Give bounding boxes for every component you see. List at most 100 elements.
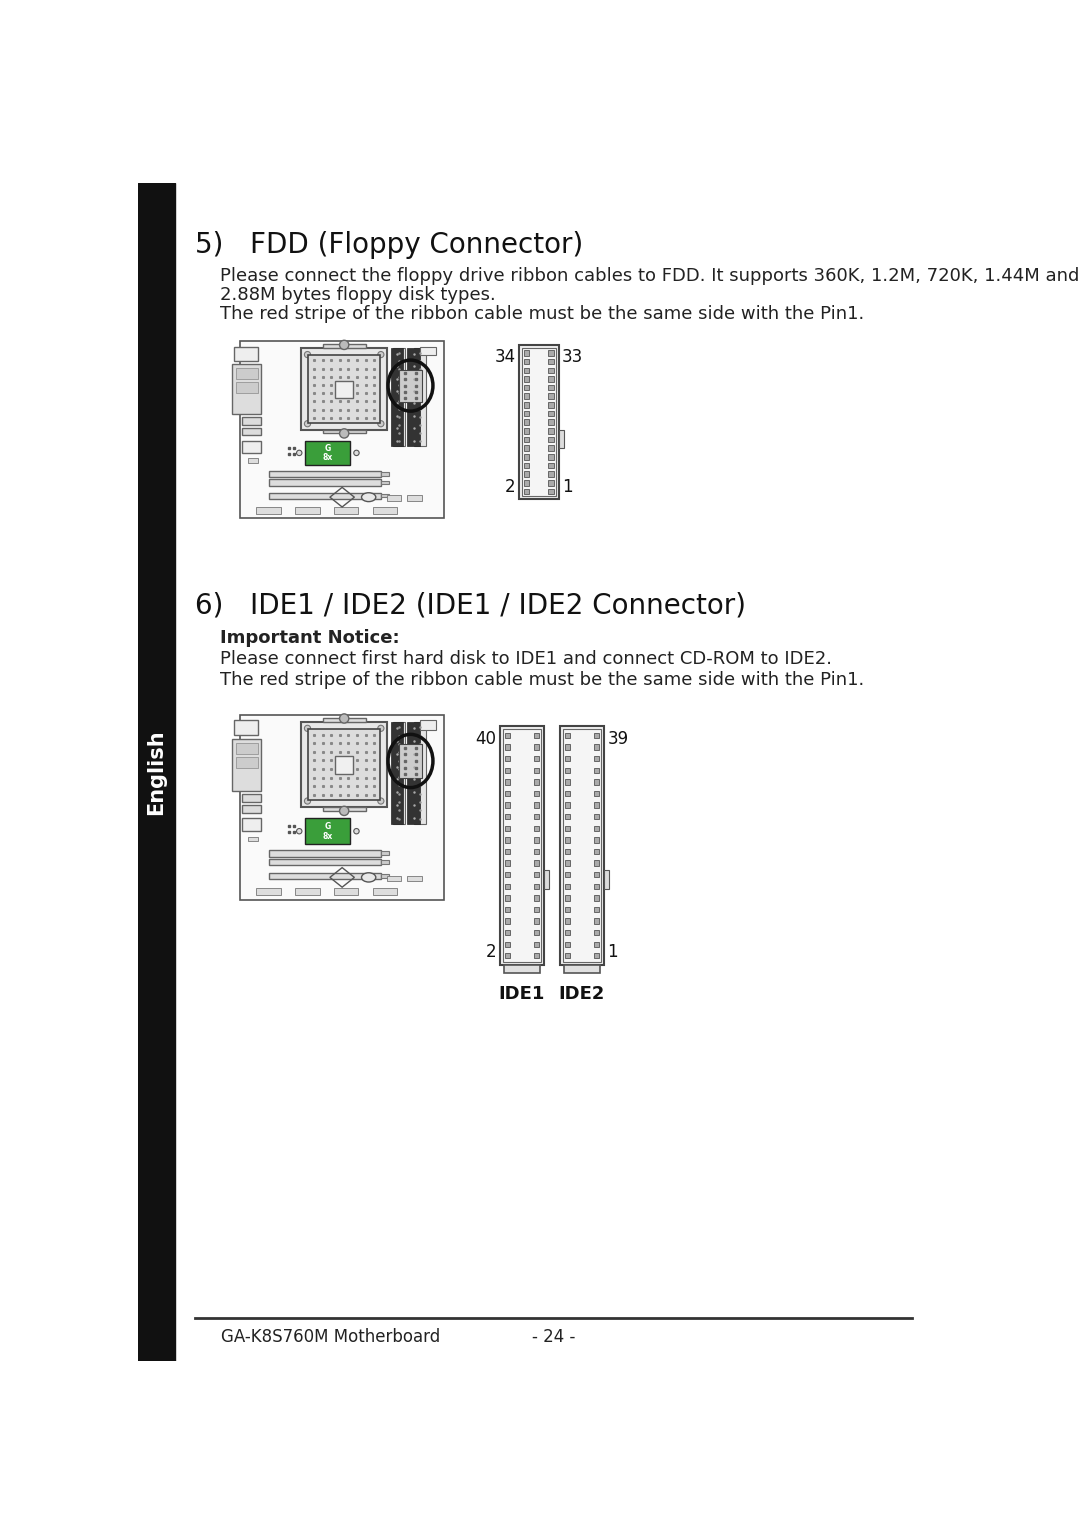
Bar xyxy=(393,722,405,824)
Bar xyxy=(524,454,529,460)
Bar xyxy=(534,755,539,761)
Ellipse shape xyxy=(378,420,384,427)
Ellipse shape xyxy=(297,829,302,833)
Bar xyxy=(534,768,539,774)
Bar xyxy=(524,419,529,425)
Text: 6)   IDE1 / IDE2 (IDE1 / IDE2 Connector): 6) IDE1 / IDE2 (IDE1 / IDE2 Connector) xyxy=(195,592,746,619)
Bar xyxy=(534,813,539,820)
Bar xyxy=(594,953,599,959)
Bar xyxy=(504,826,510,830)
Bar xyxy=(500,726,544,965)
Bar xyxy=(387,876,402,881)
Bar xyxy=(524,411,529,416)
Bar xyxy=(565,755,570,761)
Text: - 24 -: - 24 - xyxy=(531,1329,576,1347)
Bar xyxy=(235,368,258,379)
Bar xyxy=(323,344,366,349)
Bar xyxy=(565,768,570,774)
Bar xyxy=(594,780,599,784)
Bar xyxy=(565,930,570,936)
Bar xyxy=(594,755,599,761)
Ellipse shape xyxy=(305,420,311,427)
Bar xyxy=(534,826,539,830)
Bar xyxy=(323,807,366,810)
Bar xyxy=(594,732,599,739)
Bar xyxy=(373,508,397,514)
Text: IDE1: IDE1 xyxy=(499,985,545,1003)
Bar xyxy=(381,472,389,476)
Bar xyxy=(549,471,554,477)
Bar xyxy=(549,419,554,425)
Bar xyxy=(524,489,529,494)
Bar xyxy=(565,803,570,807)
Bar xyxy=(295,887,320,894)
Bar xyxy=(323,430,366,433)
Bar xyxy=(269,471,381,477)
Bar xyxy=(549,445,554,451)
Bar xyxy=(269,873,381,879)
Bar xyxy=(504,768,510,774)
Ellipse shape xyxy=(339,714,349,723)
Bar xyxy=(524,393,529,399)
Bar xyxy=(565,884,570,888)
Bar xyxy=(381,482,389,485)
Text: 2: 2 xyxy=(486,943,497,962)
Bar xyxy=(373,887,397,894)
Bar xyxy=(565,732,570,739)
Bar xyxy=(594,745,599,749)
Bar xyxy=(594,884,599,888)
Bar xyxy=(549,437,554,442)
Bar xyxy=(594,826,599,830)
Bar xyxy=(524,376,529,382)
Bar xyxy=(235,757,258,769)
Bar xyxy=(594,907,599,913)
Bar xyxy=(335,381,353,398)
Bar xyxy=(565,942,570,946)
Text: 33: 33 xyxy=(562,349,583,367)
Ellipse shape xyxy=(354,450,360,456)
Ellipse shape xyxy=(354,829,360,833)
Bar xyxy=(420,720,436,729)
Bar xyxy=(234,720,258,735)
Bar xyxy=(381,494,389,497)
Bar xyxy=(504,907,510,913)
Bar xyxy=(524,367,529,373)
Text: 34: 34 xyxy=(495,349,516,367)
Bar xyxy=(407,349,420,446)
Bar xyxy=(565,813,570,820)
Bar xyxy=(565,872,570,878)
Bar xyxy=(420,347,436,356)
Text: Please connect first hard disk to IDE1 and connect CD-ROM to IDE2.: Please connect first hard disk to IDE1 a… xyxy=(220,650,832,668)
Bar xyxy=(407,495,421,500)
Bar xyxy=(524,428,529,434)
Ellipse shape xyxy=(305,725,311,731)
Bar xyxy=(594,768,599,774)
Bar xyxy=(594,872,599,878)
Bar xyxy=(565,894,570,901)
Bar xyxy=(565,780,570,784)
Bar xyxy=(240,341,444,518)
Bar xyxy=(534,861,539,865)
Bar xyxy=(605,870,609,888)
Bar xyxy=(549,359,554,364)
Bar xyxy=(594,894,599,901)
Bar xyxy=(393,349,405,446)
Bar xyxy=(534,745,539,749)
Bar xyxy=(391,722,403,824)
Bar xyxy=(504,872,510,878)
Text: GA-K8S760M Motherboard: GA-K8S760M Motherboard xyxy=(220,1329,441,1347)
Bar xyxy=(594,942,599,946)
Bar xyxy=(504,813,510,820)
Bar xyxy=(504,803,510,807)
Bar xyxy=(235,743,258,754)
Ellipse shape xyxy=(378,798,384,804)
Bar xyxy=(407,722,420,824)
Bar xyxy=(534,942,539,946)
Bar xyxy=(248,459,258,463)
Bar xyxy=(594,849,599,855)
Bar xyxy=(334,508,359,514)
Bar xyxy=(594,919,599,924)
Bar xyxy=(381,875,389,878)
Text: 2: 2 xyxy=(505,479,516,495)
Ellipse shape xyxy=(378,725,384,731)
